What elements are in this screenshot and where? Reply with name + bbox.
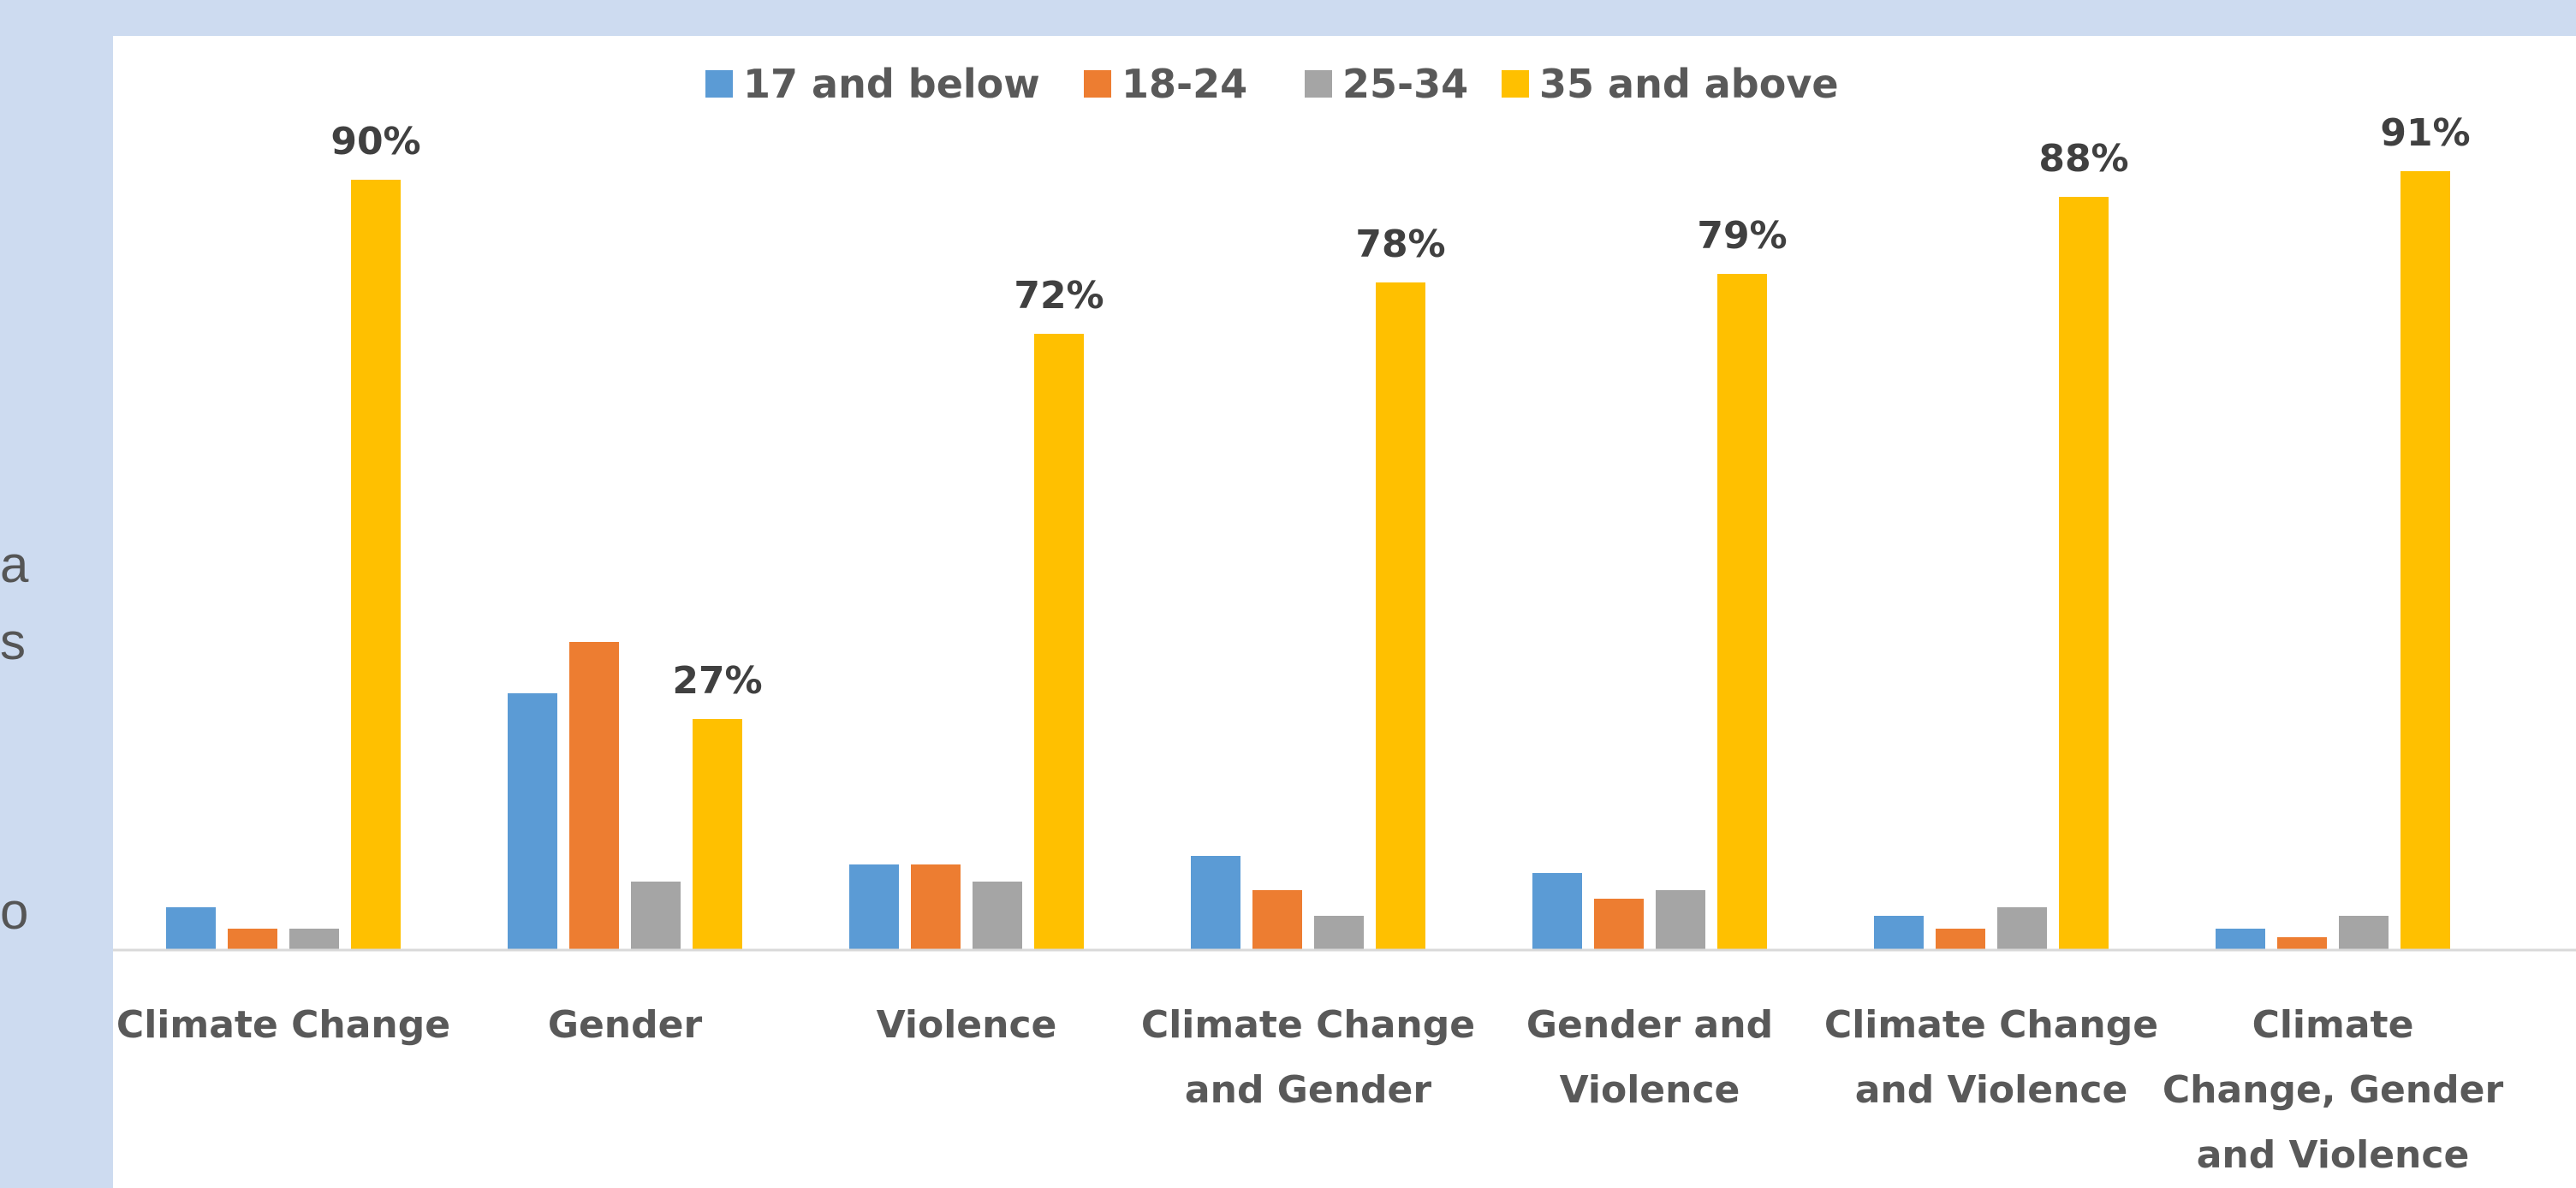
bar-chart: 17 and below 18-24 25-34 35 and above 90% 27… xyxy=(113,61,2576,1177)
category-label: Climate Change and Gender xyxy=(1141,1003,1475,1112)
side-text-fragment: s xyxy=(0,613,26,670)
bar-17-and-below-5 xyxy=(1874,916,1924,950)
legend-label: 35 and above xyxy=(1539,61,1839,107)
legend-label: 25-34 xyxy=(1342,61,1468,107)
legend-label: 18-24 xyxy=(1121,61,1247,107)
bar-18-24-3 xyxy=(1252,890,1302,950)
bar-25-34-6 xyxy=(2339,916,2389,950)
bar-17-and-below-6 xyxy=(2216,929,2265,950)
legend-swatch xyxy=(1084,70,1111,98)
category-labels: Climate Change Gender Violence Climate Chan… xyxy=(116,1003,2504,1177)
bar-35-and-above-5 xyxy=(2059,197,2109,950)
chart-panel: 17 and below 18-24 25-34 35 and above 90% 27… xyxy=(113,36,2576,1188)
bar-35-and-above-2 xyxy=(1034,334,1084,950)
data-label: 78% xyxy=(1355,223,1445,266)
category-label: Climate Change and Violence xyxy=(1824,1003,2158,1112)
legend-label: 17 and below xyxy=(743,61,1040,107)
bar-17-and-below-0 xyxy=(166,907,216,950)
data-label: 27% xyxy=(672,659,762,703)
bar-25-34-3 xyxy=(1314,916,1364,950)
legend-swatch xyxy=(705,70,733,98)
bar-25-34-5 xyxy=(1997,907,2047,950)
data-label: 90% xyxy=(330,120,420,163)
legend-swatch xyxy=(1502,70,1529,98)
category-label: Climate Change xyxy=(116,1003,450,1047)
data-label: 88% xyxy=(2038,137,2128,181)
bar-35-and-above-1 xyxy=(693,719,742,950)
data-label: 72% xyxy=(1014,274,1104,318)
category-label: Climate Change, Gender and Violence xyxy=(2163,1003,2504,1177)
bar-18-24-6 xyxy=(2277,937,2327,950)
bar-18-24-0 xyxy=(228,929,277,950)
bar-35-and-above-0 xyxy=(351,180,401,950)
bars xyxy=(166,171,2450,950)
bar-17-and-below-1 xyxy=(508,693,557,950)
bar-17-and-below-2 xyxy=(849,864,899,950)
bar-17-and-below-3 xyxy=(1191,856,1240,950)
data-labels: 90% 27% 72% 78% 79% 88% 91% xyxy=(330,111,2470,703)
bar-35-and-above-6 xyxy=(2400,171,2450,950)
data-label: 79% xyxy=(1697,214,1787,258)
bar-18-24-5 xyxy=(1936,929,1985,950)
bar-17-and-below-4 xyxy=(1532,873,1582,950)
bar-18-24-2 xyxy=(911,864,961,950)
background-slide-text: a s o xyxy=(0,0,111,1188)
legend-swatch xyxy=(1305,70,1332,98)
bar-18-24-1 xyxy=(569,642,619,950)
bar-35-and-above-4 xyxy=(1717,274,1767,950)
bar-25-34-1 xyxy=(631,882,681,950)
bar-18-24-4 xyxy=(1594,899,1644,950)
bar-35-and-above-3 xyxy=(1376,282,1425,950)
legend: 17 and below 18-24 25-34 35 and above xyxy=(705,61,1839,107)
bar-25-34-4 xyxy=(1656,890,1705,950)
category-label: Gender xyxy=(548,1003,703,1047)
side-text-fragment: a xyxy=(0,536,29,593)
bar-25-34-2 xyxy=(973,882,1022,950)
category-label: Gender and Violence xyxy=(1526,1003,1773,1112)
category-label: Violence xyxy=(877,1003,1057,1047)
side-text-fragment: o xyxy=(0,882,29,940)
data-label: 91% xyxy=(2380,111,2470,155)
bar-25-34-0 xyxy=(289,929,339,950)
